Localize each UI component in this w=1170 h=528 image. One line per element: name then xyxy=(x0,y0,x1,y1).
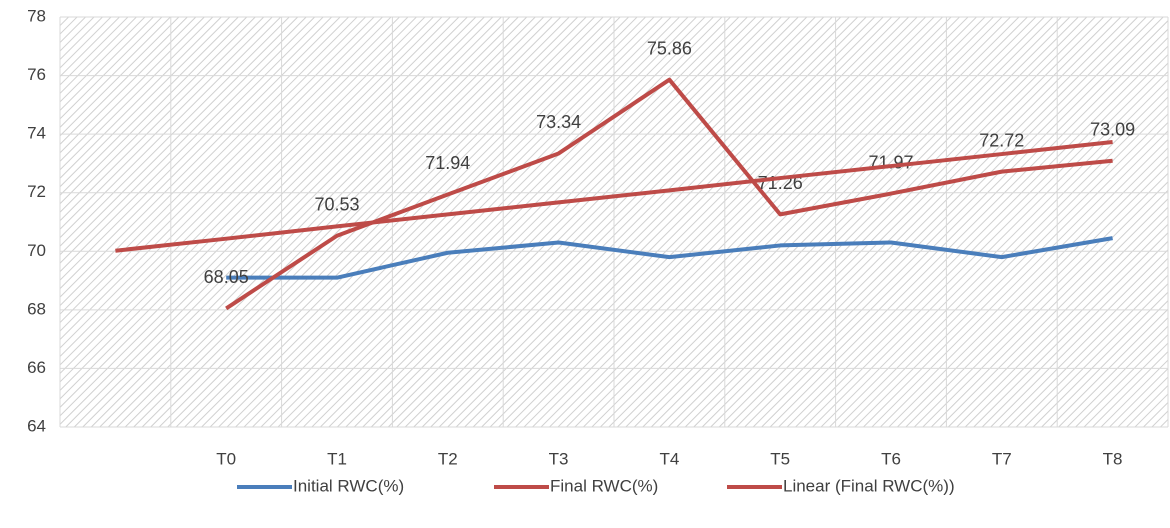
x-tick-label: T0 xyxy=(216,449,236,468)
x-tick-label: T4 xyxy=(659,449,679,468)
legend-label: Final RWC(%) xyxy=(550,476,658,495)
series-line xyxy=(115,140,1113,253)
data-label: 70.53 xyxy=(314,195,359,215)
y-tick-label: 66 xyxy=(27,358,46,377)
x-tick-label: T1 xyxy=(327,449,347,468)
y-tick-label: 72 xyxy=(27,182,46,201)
x-tick-label: T7 xyxy=(992,449,1012,468)
series-line xyxy=(226,236,1113,280)
legend-label: Linear (Final RWC(%)) xyxy=(783,476,955,495)
y-tick-label: 78 xyxy=(27,6,46,25)
x-tick-label: T5 xyxy=(770,449,790,468)
x-tick-label: T6 xyxy=(881,449,901,468)
data-label: 68.05 xyxy=(204,267,249,287)
x-tick-label: T8 xyxy=(1103,449,1123,468)
data-label: 71.94 xyxy=(425,153,470,173)
x-tick-label: T3 xyxy=(549,449,569,468)
legend-label: Initial RWC(%) xyxy=(293,476,404,495)
y-tick-label: 64 xyxy=(27,416,46,435)
y-tick-label: 74 xyxy=(27,124,46,143)
y-tick-label: 76 xyxy=(27,65,46,84)
data-label: 73.34 xyxy=(536,112,581,132)
data-label: 73.09 xyxy=(1090,120,1135,140)
data-label: 72.72 xyxy=(979,130,1024,150)
y-tick-label: 68 xyxy=(27,299,46,318)
y-tick-label: 70 xyxy=(27,241,46,260)
data-label: 75.86 xyxy=(647,38,692,58)
x-tick-label: T2 xyxy=(438,449,458,468)
